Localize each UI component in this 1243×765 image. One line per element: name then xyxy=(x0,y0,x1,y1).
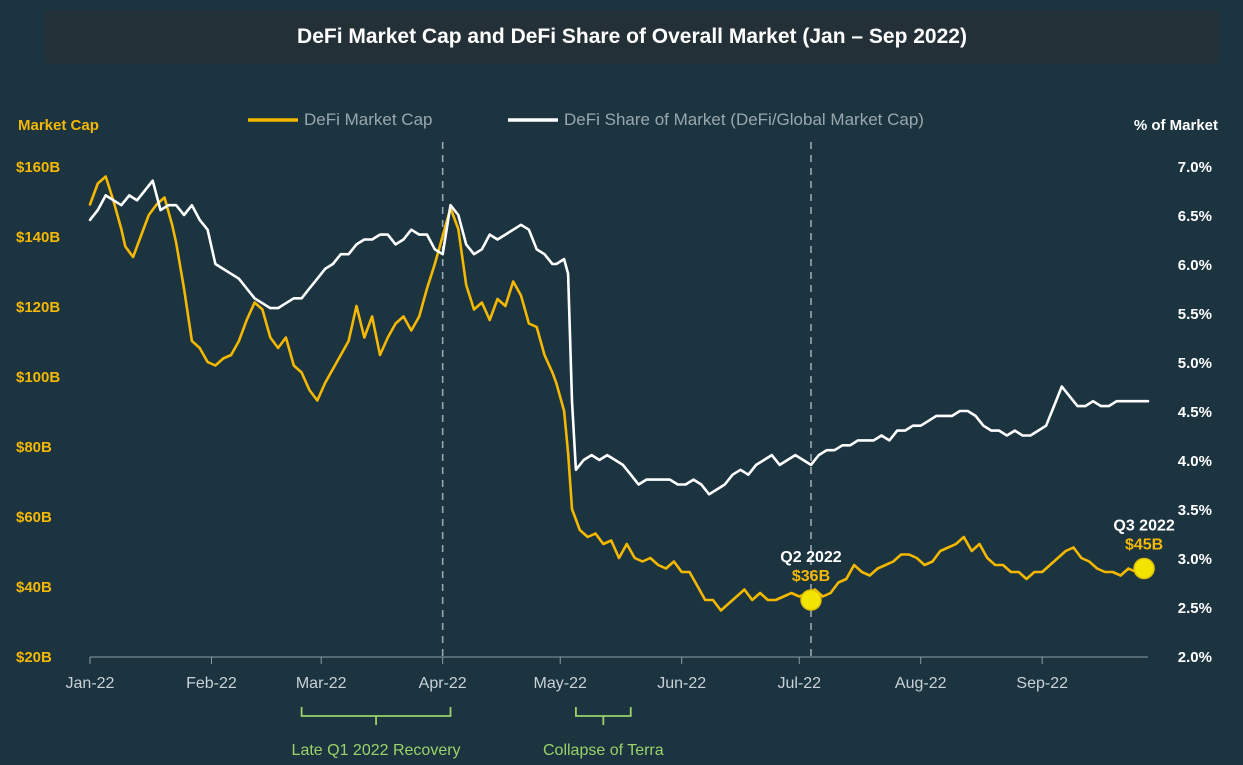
left-tick-label-7: $160B xyxy=(16,159,60,176)
right-tick-label-4: 4.0% xyxy=(1178,453,1212,470)
right-axis-title: % of Market xyxy=(1134,117,1218,134)
point-period-label-0: Q2 2022 xyxy=(780,549,841,566)
legend: DeFi Market Cap DeFi Share of Market (DeF… xyxy=(248,110,924,129)
point-value-label-1: $45B xyxy=(1125,537,1163,554)
right-tick-label-5: 4.5% xyxy=(1178,404,1212,421)
left-tick-label-1: $40B xyxy=(16,579,52,596)
annotations: Late Q1 2022 Recovery Collapse of Terra xyxy=(292,707,664,759)
right-tick-label-1: 2.5% xyxy=(1178,600,1212,617)
left-tick-label-6: $140B xyxy=(16,229,60,246)
x-tick-label-1: Feb-22 xyxy=(186,675,237,692)
annotation-label-0: Late Q1 2022 Recovery xyxy=(292,742,461,759)
left-tick-label-4: $100B xyxy=(16,369,60,386)
chart-title-bar: DeFi Market Cap and DeFi Share of Overal… xyxy=(45,10,1219,64)
annotation-label-1: Collapse of Terra xyxy=(543,742,664,759)
x-tick-label-4: May-22 xyxy=(534,675,587,692)
x-tick-label-7: Aug-22 xyxy=(895,675,947,692)
legend-label-share: DeFi Share of Market (DeFi/Global Market… xyxy=(564,110,924,129)
annotation-bracket-1 xyxy=(574,707,632,725)
vertical-markers xyxy=(441,142,812,656)
x-tick-label-5: Jun-22 xyxy=(657,675,706,692)
highlight-point-1 xyxy=(1133,557,1155,580)
x-tick-label-6: Jul-22 xyxy=(777,675,821,692)
x-axis: Jan-22 Feb-22 Mar-22 Apr-22 May-22 Jun-22 Jul-… xyxy=(66,656,1148,692)
legend-label-market-cap: DeFi Market Cap xyxy=(304,110,432,129)
right-tick-label-2: 3.0% xyxy=(1178,551,1212,568)
highlight-points: Q2 2022 $36B Q3 2022 $45B xyxy=(780,518,1175,611)
right-y-axis: % of Market 2.0% 2.5% 3.0% 3.5% 4.0% 4.5% 5.0% 5… xyxy=(1134,117,1218,666)
left-y-axis: Market Cap $20B $40B $60B $80B $100B $120B $140… xyxy=(16,117,99,666)
right-tick-label-9: 6.5% xyxy=(1178,208,1212,225)
left-tick-label-0: $20B xyxy=(16,649,52,666)
x-tick-label-0: Jan-22 xyxy=(66,675,115,692)
right-tick-label-10: 7.0% xyxy=(1178,159,1212,176)
x-tick-label-8: Sep-22 xyxy=(1016,675,1068,692)
left-tick-label-2: $60B xyxy=(16,509,52,526)
left-tick-label-3: $80B xyxy=(16,439,52,456)
market-share-line xyxy=(88,179,1150,496)
point-value-label-0: $36B xyxy=(792,568,830,585)
right-tick-label-0: 2.0% xyxy=(1178,649,1212,666)
left-axis-title: Market Cap xyxy=(18,117,99,134)
point-period-label-1: Q3 2022 xyxy=(1113,518,1174,535)
market-cap-line xyxy=(88,175,1146,612)
right-tick-label-7: 5.5% xyxy=(1178,306,1212,323)
series-lines xyxy=(88,175,1150,612)
left-tick-label-5: $120B xyxy=(16,299,60,316)
x-tick-label-2: Mar-22 xyxy=(296,675,347,692)
chart-title: DeFi Market Cap and DeFi Share of Overal… xyxy=(297,25,967,48)
right-tick-label-8: 6.0% xyxy=(1178,257,1212,274)
annotation-bracket-0 xyxy=(300,707,452,725)
right-tick-label-3: 3.5% xyxy=(1178,502,1212,519)
highlight-point-0 xyxy=(800,589,822,611)
right-tick-label-6: 5.0% xyxy=(1178,355,1212,372)
x-tick-label-3: Apr-22 xyxy=(419,675,467,692)
